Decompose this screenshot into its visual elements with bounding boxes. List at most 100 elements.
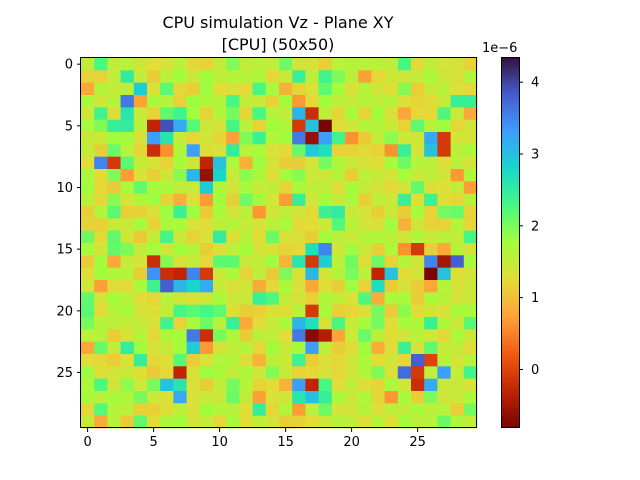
heatmap-cell	[160, 107, 174, 121]
colorbar-tick-label: 2	[531, 219, 539, 234]
heatmap-cell	[133, 341, 148, 355]
heatmap-cell	[411, 70, 425, 84]
heatmap-cell	[252, 144, 267, 158]
heatmap-cell	[173, 193, 187, 207]
heatmap-cell	[186, 70, 201, 84]
heatmap-cell	[371, 218, 385, 232]
heatmap-cell	[213, 206, 227, 219]
heatmap-cell	[450, 206, 465, 219]
heatmap-cell	[265, 206, 280, 219]
heatmap-cell	[371, 304, 385, 318]
heatmap-cell	[160, 304, 174, 318]
heatmap-cell	[94, 366, 108, 380]
heatmap-cell	[173, 403, 187, 417]
heatmap-cell	[147, 391, 161, 404]
heatmap-cell	[318, 415, 333, 429]
heatmap-cell	[160, 218, 174, 232]
heatmap-cell	[292, 403, 306, 417]
heatmap-cell	[318, 119, 333, 133]
heatmap-cell	[463, 317, 478, 330]
heatmap-cell	[107, 354, 121, 367]
heatmap-cell	[384, 119, 399, 133]
heatmap-cell	[120, 58, 135, 71]
heatmap-cell	[94, 58, 108, 71]
heatmap-cell	[173, 70, 187, 84]
heatmap-cell	[107, 119, 121, 133]
heatmap-cell	[226, 317, 240, 330]
heatmap-cell	[358, 58, 372, 71]
heatmap-cell	[173, 317, 187, 330]
heatmap-cell	[331, 193, 346, 207]
heatmap-cell	[345, 181, 359, 195]
heatmap-cell	[133, 193, 148, 207]
heatmap-cell	[279, 58, 293, 71]
heatmap-cell	[133, 218, 148, 232]
heatmap-cell	[371, 95, 385, 108]
heatmap-cell	[345, 107, 359, 121]
heatmap-cell	[133, 267, 148, 281]
heatmap-cell	[199, 280, 214, 293]
heatmap-cell	[94, 267, 108, 281]
heatmap-cell	[305, 181, 319, 195]
heatmap-cell	[411, 95, 425, 108]
heatmap-cell	[411, 391, 425, 404]
heatmap-cell	[345, 82, 359, 96]
heatmap-cell	[437, 169, 451, 182]
heatmap-cell	[437, 415, 451, 429]
heatmap-cell	[318, 255, 333, 269]
heatmap-cell	[199, 243, 214, 256]
heatmap-cell	[94, 329, 108, 343]
heatmap-cell	[358, 156, 372, 170]
heatmap-cell	[358, 169, 372, 182]
heatmap-cell	[358, 107, 372, 121]
heatmap-cell	[265, 70, 280, 84]
heatmap-cell	[239, 255, 253, 269]
heatmap-cell	[292, 119, 306, 133]
heatmap-cell	[331, 156, 346, 170]
heatmap-cell	[265, 156, 280, 170]
heatmap-cell	[226, 218, 240, 232]
heatmap-cell	[199, 403, 214, 417]
heatmap-cell	[318, 329, 333, 343]
heatmap-cell	[199, 70, 214, 84]
heatmap-cell	[107, 378, 121, 392]
heatmap-cell	[305, 391, 319, 404]
heatmap-cell	[120, 181, 135, 195]
heatmap-cell	[199, 292, 214, 306]
heatmap-cell	[239, 292, 253, 306]
heatmap-cell	[213, 366, 227, 380]
heatmap-cell	[331, 58, 346, 71]
heatmap-cell	[331, 317, 346, 330]
heatmap-cell	[186, 119, 201, 133]
heatmap-cell	[252, 193, 267, 207]
heatmap-cell	[424, 82, 438, 96]
heatmap-cell	[133, 58, 148, 71]
heatmap-cell	[265, 218, 280, 232]
heatmap-cell	[147, 243, 161, 256]
heatmap-cell	[81, 366, 95, 380]
heatmap-cell	[463, 218, 478, 232]
heatmap-cell	[437, 144, 451, 158]
heatmap-cell	[160, 206, 174, 219]
heatmap-cell	[331, 144, 346, 158]
heatmap-cell	[279, 378, 293, 392]
heatmap-cell	[463, 329, 478, 343]
heatmap-cell	[411, 317, 425, 330]
heatmap-cell	[305, 378, 319, 392]
heatmap-cell	[437, 304, 451, 318]
heatmap-cell	[450, 58, 465, 71]
heatmap-cell	[463, 156, 478, 170]
heatmap-cell	[424, 144, 438, 158]
heatmap-cell	[94, 206, 108, 219]
heatmap-cell	[160, 378, 174, 392]
heatmap-cell	[279, 391, 293, 404]
heatmap-cell	[345, 378, 359, 392]
heatmap-cell	[358, 255, 372, 269]
heatmap-cell	[358, 95, 372, 108]
heatmap-cell	[371, 354, 385, 367]
heatmap-cell	[463, 415, 478, 429]
heatmap-cell	[331, 341, 346, 355]
heatmap-cell	[331, 132, 346, 145]
heatmap-cell	[450, 403, 465, 417]
heatmap-cell	[384, 144, 399, 158]
